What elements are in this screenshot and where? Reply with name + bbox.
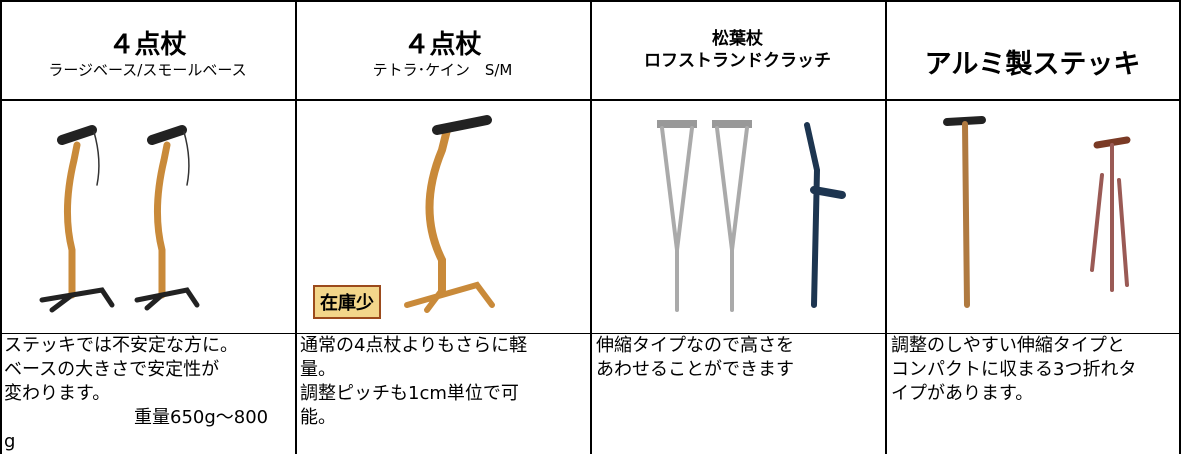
header-cell: アルミ製ステッキ xyxy=(885,0,1180,100)
quad-cane-image xyxy=(404,115,495,313)
description: 伸縮タイプなので高さを あわせることができます xyxy=(596,334,886,382)
text-line: 能。 xyxy=(300,407,336,428)
subtitle: ラージベース/スモールベース xyxy=(48,61,247,79)
quad-cane-image xyxy=(39,125,200,313)
stock-badge: 在庫少 xyxy=(313,285,381,319)
text-line: 調整ピッチも1cm単位で可 xyxy=(300,383,519,404)
title: アルミ製ステッキ xyxy=(924,49,1141,80)
text-line: 伸縮タイプなので高さを xyxy=(596,335,794,356)
text-line: 重量650g～800 xyxy=(134,407,269,428)
title: ４点杖 xyxy=(403,30,482,60)
title: ４点杖 xyxy=(108,30,187,60)
subtitle: ロフストランドクラッチ xyxy=(644,51,831,71)
border xyxy=(295,0,297,454)
text-line: 量。 xyxy=(300,359,336,380)
title: 松葉杖 xyxy=(712,29,763,49)
border xyxy=(1179,0,1181,454)
description: 通常の4点杖よりもさらに軽 量。 調整ピッチも1cm単位で可 能。 xyxy=(300,334,590,430)
text-line: 通常の4点杖よりもさらに軽 xyxy=(300,335,528,356)
text-line: イプがあります。 xyxy=(891,383,1034,404)
header-cell: ４点杖 テトラ･ケイン S/M xyxy=(295,0,590,100)
border xyxy=(885,0,887,454)
text-line: コンパクトに収まる3つ折れタ xyxy=(891,359,1137,380)
crutch-image xyxy=(657,120,846,312)
border xyxy=(0,0,2,454)
aluminum-cane-image xyxy=(943,116,1131,308)
header-cell: 松葉杖 ロフストランドクラッチ xyxy=(590,0,885,100)
text-line: ステッキでは不安定な方に。 xyxy=(4,335,238,356)
border xyxy=(590,0,592,454)
text-line: ベースの大きさで安定性が xyxy=(4,359,220,380)
description: 調整のしやすい伸縮タイプと コンパクトに収まる3つ折れタ イプがあります。 xyxy=(891,334,1181,406)
text-line: 変わります。 xyxy=(4,383,111,404)
text-line: g xyxy=(4,431,16,452)
subtitle: テトラ･ケイン S/M xyxy=(372,61,513,79)
header-cell: ４点杖 ラージベース/スモールベース xyxy=(0,0,295,100)
description: ステッキでは不安定な方に。 ベースの大きさで安定性が 変わります。 重量650g… xyxy=(4,334,294,454)
text-line: あわせることができます xyxy=(596,359,794,380)
text-line: 調整のしやすい伸縮タイプと xyxy=(891,335,1125,356)
